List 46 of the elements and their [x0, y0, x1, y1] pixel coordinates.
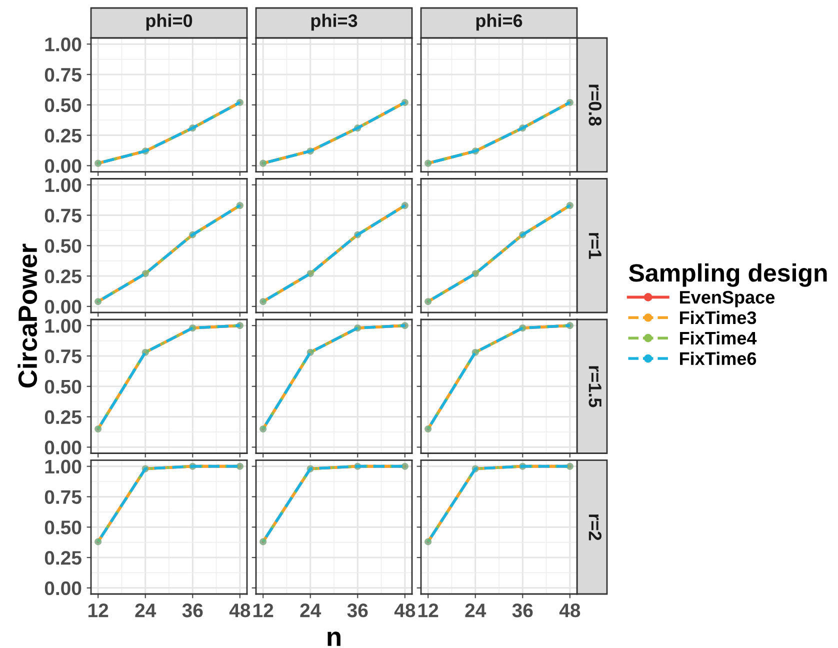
- x-tick-label: 36: [182, 604, 203, 618]
- legend-title: Sampling design: [628, 263, 827, 287]
- x-tick-label: 24: [465, 604, 486, 618]
- y-tick-label: 0.50: [44, 520, 82, 534]
- y-tick-label: 0.00: [44, 581, 82, 596]
- y-tick-label: 0.75: [44, 349, 82, 364]
- x-tick-label: 36: [347, 604, 368, 618]
- y-tick-label: 0.75: [44, 490, 82, 504]
- y-tick-label: 0.00: [44, 440, 82, 454]
- y2-axis-title: r=0.8: [588, 84, 602, 126]
- y-tick-label: 0.75: [44, 208, 82, 222]
- y-tick-label: 0.50: [44, 98, 82, 112]
- x-tick-label: 48: [559, 604, 580, 618]
- y2-axis-title: r=1: [588, 233, 602, 259]
- y-tick-label: 1.00: [45, 38, 82, 52]
- x-tick-label: 12: [88, 604, 108, 618]
- x-tick-label: 12: [254, 604, 274, 618]
- y-tick-label: 1.00: [45, 319, 82, 333]
- y-tick-label: 0.00: [44, 300, 82, 314]
- y2-axis-title: r=2: [588, 514, 602, 540]
- chart-title: phi=3: [311, 14, 358, 31]
- y-tick-label: 0.25: [44, 269, 82, 284]
- y-tick-label: 1.00: [45, 178, 82, 192]
- x-axis-title: n: [328, 632, 340, 646]
- y-tick-label: 1.00: [45, 460, 82, 474]
- x-tick-label: 36: [512, 604, 533, 618]
- y-tick-label: 0.25: [44, 550, 82, 565]
- y-axis-title: CircaPower: [18, 244, 38, 388]
- legend-label: EvenSpace: [680, 290, 775, 308]
- legend-label: FixTime6: [680, 352, 756, 366]
- y2-axis-title: r=1.5: [588, 366, 602, 408]
- chart-title: phi=6: [476, 14, 522, 31]
- x-tick-label: 12: [418, 604, 438, 618]
- x-tick-label: 24: [300, 604, 322, 618]
- y-tick-label: 0.50: [44, 380, 82, 394]
- x-tick-label: 48: [229, 604, 250, 618]
- legend-label: FixTime4: [680, 331, 757, 345]
- x-tick-label: 48: [394, 604, 416, 618]
- chart-title: phi=0: [146, 14, 192, 31]
- y-tick-label: 0.75: [44, 68, 82, 82]
- y-tick-label: 0.25: [44, 410, 82, 424]
- y-tick-label: 0.00: [44, 159, 82, 173]
- x-tick-label: 24: [135, 604, 156, 618]
- y-tick-label: 0.25: [44, 128, 82, 143]
- y-tick-label: 0.50: [44, 239, 82, 253]
- legend-label: FixTime3: [680, 310, 756, 324]
